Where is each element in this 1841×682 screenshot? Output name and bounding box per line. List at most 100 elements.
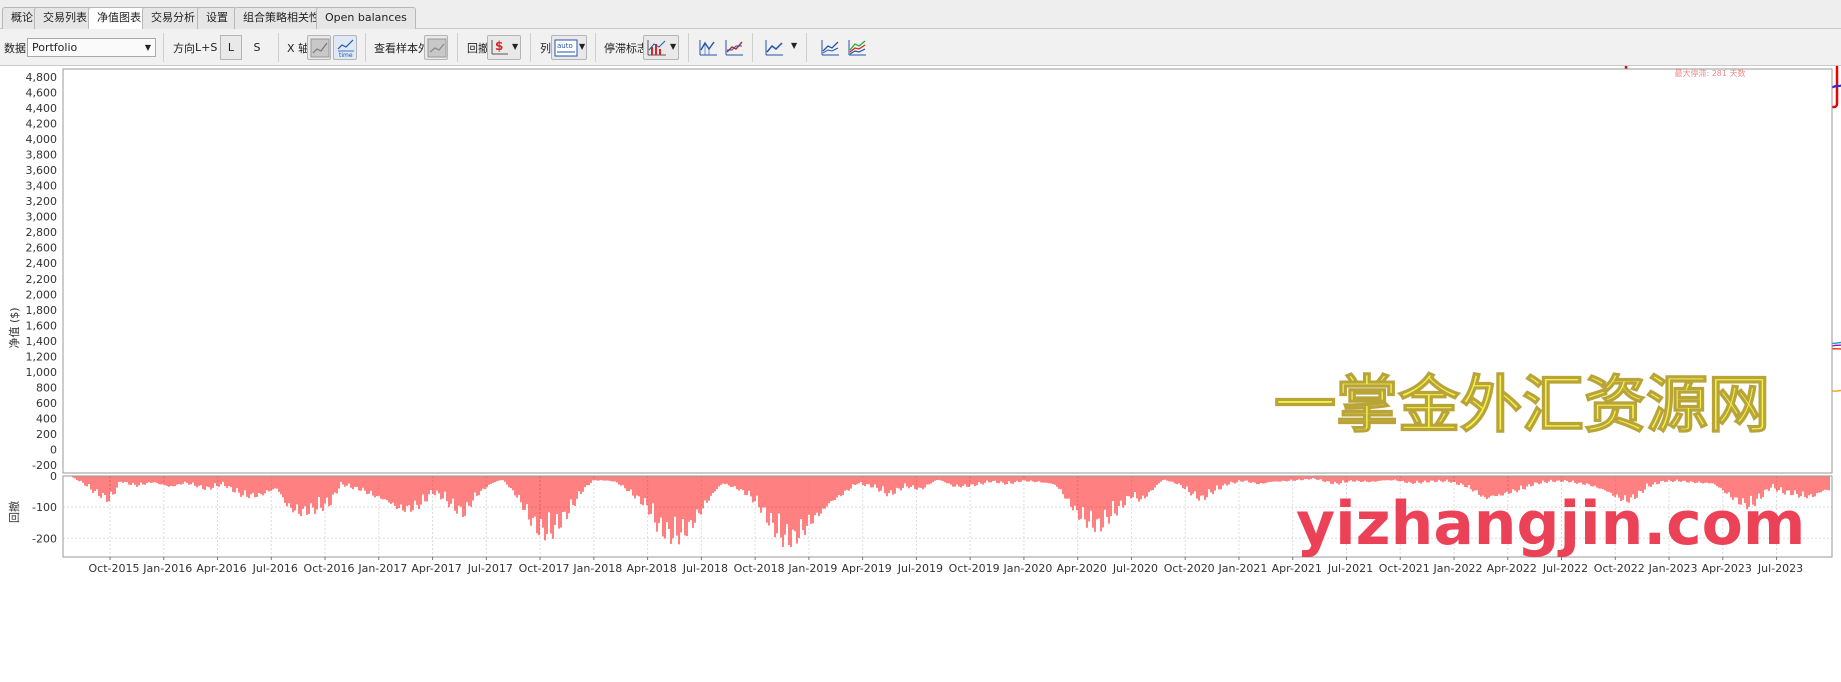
equity-ytick-label: 400 <box>36 413 57 426</box>
equity-ytick-label: 4,000 <box>26 133 58 146</box>
equity-chart: -20002004006008001,0001,2001,4001,6001,8… <box>7 66 1841 575</box>
drawdown-ytick-label: -100 <box>32 501 57 514</box>
drawdown-bars <box>72 476 1830 548</box>
columns-auto-icon: auto <box>554 39 578 57</box>
x-tick-label: Jul-2018 <box>682 562 728 575</box>
equity-ytick-label: 3,600 <box>26 164 58 177</box>
equity-ytick-label: 2,800 <box>26 226 58 239</box>
x-tick-label: Apr-2017 <box>411 562 461 575</box>
multi-line-button[interactable] <box>816 35 842 60</box>
svg-text:$: $ <box>495 39 503 53</box>
toolbar-separator <box>530 33 531 62</box>
toolbar-separator <box>278 33 279 62</box>
direction-s-button[interactable]: S <box>253 41 261 54</box>
equity-ytick-label: 200 <box>36 428 57 441</box>
out-of-sample-label: 查看样本外 <box>374 42 429 55</box>
chart-type-a-icon <box>699 40 717 56</box>
multi-color-lines-icon <box>848 40 866 56</box>
chevron-down-icon: ▼ <box>670 42 677 51</box>
x-tick-label: Jan-2019 <box>787 562 837 575</box>
columns-select[interactable]: auto ▼ <box>551 35 587 60</box>
direction-l-button[interactable]: L <box>220 35 242 60</box>
out-of-sample-button[interactable] <box>424 35 448 60</box>
chart-axes <box>62 68 1833 560</box>
equity-axis-title: 净值 ($) <box>7 307 21 348</box>
equity-ytick-label: 800 <box>36 382 57 395</box>
x-tick-label: Apr-2018 <box>626 562 676 575</box>
x-tick-label: Jul-2016 <box>252 562 298 575</box>
stagnation-label: 最大停滞: 281 天数 <box>1674 68 1745 78</box>
equity-ytick-label: 0 <box>50 444 57 457</box>
tab-settings[interactable]: 设置 <box>197 7 237 29</box>
tab-trade-analysis[interactable]: 交易分析 <box>142 7 204 29</box>
columns-label: 列 <box>540 42 551 55</box>
toolbar-separator <box>163 33 164 62</box>
multi-color-lines-button[interactable] <box>843 35 869 60</box>
equity-ytick-label: 2,200 <box>26 273 58 286</box>
equity-ytick-label: 4,200 <box>26 117 58 130</box>
x-tick-label: Oct-2019 <box>949 562 1000 575</box>
x-tick-label: Jan-2023 <box>1648 562 1698 575</box>
tab-correlation[interactable]: 组合策略相关性 <box>234 7 329 29</box>
xaxis-time-button[interactable]: time <box>333 35 357 60</box>
line-chart-icon <box>765 40 783 56</box>
tab-equity-chart[interactable]: 净值图表 <box>88 7 150 30</box>
equity-ytick-label: 3,800 <box>26 148 58 161</box>
toolbar-separator <box>365 33 366 62</box>
equity-ytick-label: -200 <box>32 459 57 472</box>
chevron-down-icon[interactable]: ▼ <box>791 41 798 50</box>
drawdown-axis-title: 回撤 <box>7 501 21 523</box>
stagnation-icon <box>647 40 666 56</box>
tab-open-balances[interactable]: Open balances <box>316 7 416 29</box>
x-tick-label: Jan-2022 <box>1433 562 1483 575</box>
line-chart-button[interactable] <box>760 35 786 60</box>
chart-type-b-button[interactable] <box>720 35 746 60</box>
x-tick-label: Jan-2020 <box>1002 562 1052 575</box>
x-tick-label: Jan-2016 <box>142 562 192 575</box>
chevron-down-icon: ▼ <box>144 43 151 52</box>
equity-ytick-label: 1,600 <box>26 319 58 332</box>
x-tick-label: Oct-2021 <box>1379 562 1430 575</box>
drawdown-ytick-label: -200 <box>32 532 57 545</box>
x-tick-label: Jul-2023 <box>1757 562 1803 575</box>
x-tick-label: Oct-2016 <box>304 562 355 575</box>
equity-ytick-label: 600 <box>36 397 57 410</box>
data-label: 数据 <box>4 42 26 55</box>
equity-ytick-label: 1,200 <box>26 350 58 363</box>
tick-labels: -20002004006008001,0001,2001,4001,6001,8… <box>26 71 1804 575</box>
chevron-down-icon: ▼ <box>512 42 519 51</box>
x-tick-label: Oct-2020 <box>1164 562 1215 575</box>
toolbar-separator <box>595 33 596 62</box>
svg-text:time: time <box>339 52 353 58</box>
x-tick-label: Jan-2017 <box>357 562 407 575</box>
drawdown-label: 回撤 <box>467 42 489 55</box>
x-tick-label: Apr-2022 <box>1487 562 1537 575</box>
equity-ytick-label: 2,000 <box>26 288 58 301</box>
x-tick-label: Jul-2021 <box>1327 562 1373 575</box>
drawdown-ytick-label: 0 <box>50 470 57 483</box>
multi-line-icon <box>821 40 839 56</box>
chevron-down-icon: ▼ <box>579 42 586 51</box>
chart-type-a-button[interactable] <box>694 35 720 60</box>
equity-ytick-label: 2,600 <box>26 242 58 255</box>
direction-ls-button[interactable]: L+S <box>195 41 218 54</box>
data-select[interactable]: Portfolio ▼ <box>27 38 156 57</box>
x-tick-label: Apr-2020 <box>1057 562 1107 575</box>
watermark-line-2: yizhangjin.com <box>1296 489 1805 559</box>
data-select-value: Portfolio <box>32 41 78 54</box>
x-tick-label: Jul-2020 <box>1112 562 1158 575</box>
equity-ytick-label: 1,400 <box>26 335 58 348</box>
xaxis-label: X 轴 <box>287 42 310 55</box>
oos-icon <box>427 38 447 58</box>
equity-ytick-label: 1,000 <box>26 366 58 379</box>
equity-ytick-label: 4,800 <box>26 71 58 84</box>
drawdown-select[interactable]: $ ▼ <box>487 35 521 60</box>
tab-trade-list[interactable]: 交易列表 <box>34 7 96 29</box>
xaxis-trades-button[interactable] <box>307 35 331 60</box>
svg-text:auto: auto <box>557 42 573 50</box>
tab-bar: 概论 交易列表 净值图表 交易分析 设置 组合策略相关性 Open balanc… <box>0 0 1841 30</box>
stagnation-select[interactable]: ▼ <box>643 35 679 60</box>
stagnation-label: 停滞标志 <box>604 42 648 55</box>
xaxis-time-icon: time <box>337 39 354 58</box>
x-tick-label: Oct-2017 <box>519 562 570 575</box>
